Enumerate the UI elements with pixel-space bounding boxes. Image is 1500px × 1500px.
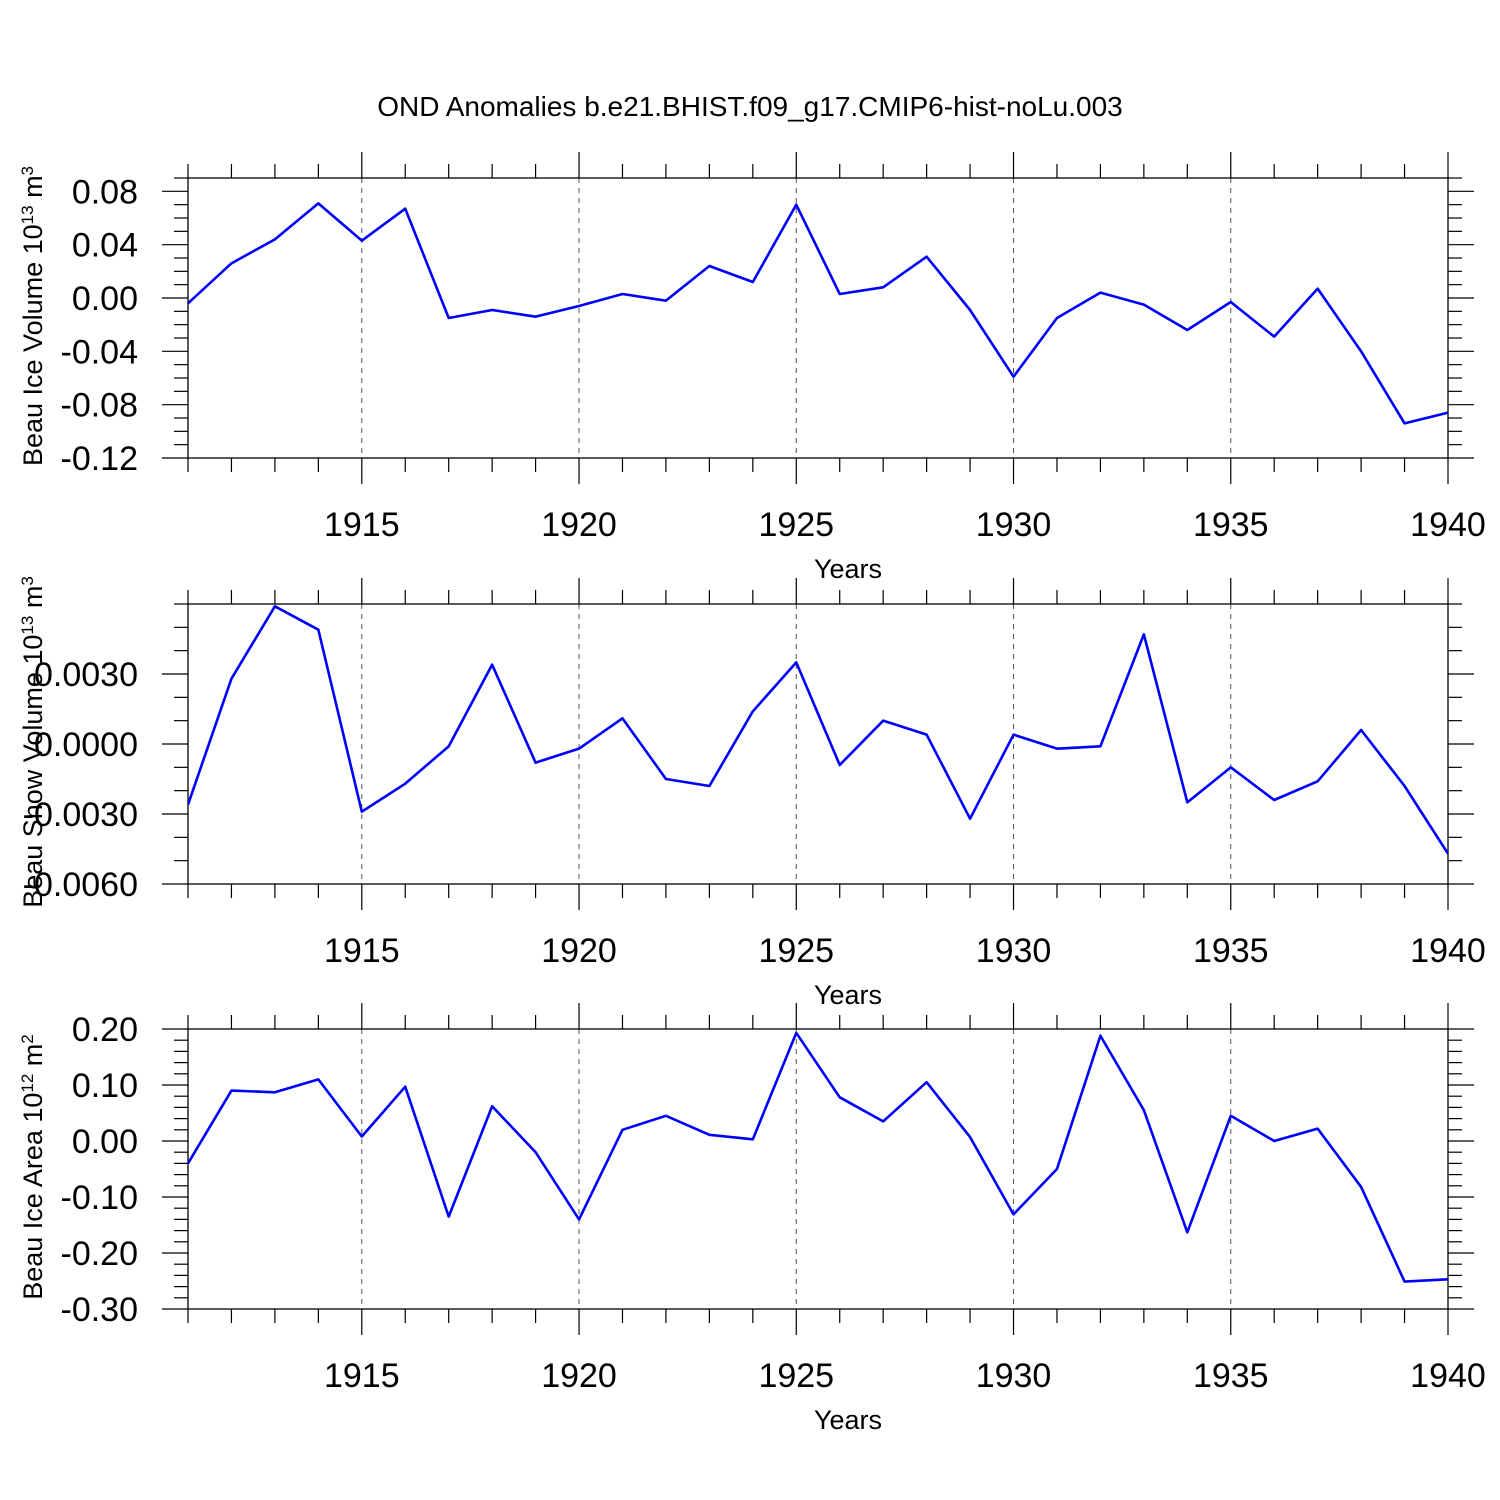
- y-tick-label: 0.20: [72, 1011, 138, 1049]
- chart-panel-1: 0.08 0.04 0.00 -0.04 -0.08 -0.12 1915 1920 1925 1…: [18, 152, 1486, 584]
- y-axis-title-superscript: 2: [18, 1034, 37, 1043]
- x-axis-title: Years: [814, 1405, 882, 1435]
- x-tick-label: 1930: [976, 1357, 1052, 1395]
- x-tick-label: 1935: [1193, 506, 1269, 544]
- plot-frame: [187, 177, 1449, 459]
- x-tick-label: 1940: [1410, 1357, 1486, 1395]
- y-tick-label: -0.12: [61, 440, 139, 478]
- y-tick-label: -0.04: [61, 333, 139, 371]
- x-tick-label: 1930: [976, 506, 1052, 544]
- y-axis-title: Beau Ice Area 1012 m2: [18, 1034, 49, 1300]
- x-tick-label: 1940: [1410, 506, 1486, 544]
- x-tick-label: 1920: [541, 506, 617, 544]
- y-axis-title-text: m: [18, 175, 48, 205]
- x-tick-label: 1920: [541, 932, 617, 970]
- series-line: [188, 605, 1448, 855]
- x-tick-label: 1915: [324, 1357, 400, 1395]
- y-tick-label: -0.10: [61, 1179, 139, 1217]
- x-tick-label: 1925: [758, 1357, 834, 1395]
- y-tick-label: 0.00: [72, 1123, 138, 1161]
- plot-frame: [187, 1028, 1449, 1310]
- y-tick-label: -0.30: [61, 1291, 139, 1329]
- y-axis-title-superscript: 13: [18, 616, 37, 635]
- y-axis-title-text: Beau Ice Area 10: [18, 1093, 48, 1300]
- y-axis-title-text: m: [18, 1044, 48, 1074]
- x-tick-label: 1915: [324, 932, 400, 970]
- y-tick-label: 0.08: [72, 173, 138, 211]
- y-axis-title-superscript: 3: [18, 576, 37, 585]
- plot-frame: [187, 603, 1449, 885]
- x-tick-label: 1935: [1193, 1357, 1269, 1395]
- y-tick-label: 0.00: [72, 280, 138, 318]
- y-tick-label: 0.0030: [34, 656, 138, 694]
- y-axis-title: Beau Snow Volume 1013 m3: [18, 576, 49, 908]
- chart-panel-3: 0.20 0.10 0.00 -0.10 -0.20 -0.30 1915 1920 1925 1…: [18, 1003, 1486, 1435]
- y-tick-label: -0.08: [61, 387, 139, 425]
- y-axis-title-text: Beau Ice Volume 10: [18, 224, 48, 466]
- x-tick-label: 1920: [541, 1357, 617, 1395]
- chart-panel-2: 0.0030 0.0000 -0.0030 -0.0060 1915 1920 1925 19…: [18, 576, 1486, 1010]
- y-axis-title-superscript: 13: [18, 205, 37, 224]
- y-tick-label: -0.0060: [23, 866, 138, 904]
- x-tick-label: 1935: [1193, 932, 1269, 970]
- x-tick-label: 1915: [324, 506, 400, 544]
- figure-title: OND Anomalies b.e21.BHIST.f09_g17.CMIP6-…: [377, 91, 1123, 122]
- x-tick-label: 1940: [1410, 932, 1486, 970]
- x-tick-label: 1925: [758, 932, 834, 970]
- y-tick-label: -0.0030: [23, 796, 138, 834]
- y-axis-title-text: m: [18, 586, 48, 616]
- y-axis-title-text: Beau Snow Volume 10: [18, 635, 48, 908]
- x-tick-label: 1925: [758, 506, 834, 544]
- y-tick-label: 0.04: [72, 227, 138, 265]
- x-axis-title: Years: [814, 980, 882, 1010]
- y-tick-label: 0.10: [72, 1067, 138, 1105]
- y-tick-label: -0.20: [61, 1235, 139, 1273]
- y-tick-label: 0.0000: [34, 726, 138, 764]
- y-axis-title-superscript: 12: [18, 1074, 37, 1093]
- x-tick-label: 1930: [976, 932, 1052, 970]
- panels: 0.08 0.04 0.00 -0.04 -0.08 -0.12 1915 1920 1925 1…: [18, 152, 1486, 1435]
- series-line: [188, 202, 1448, 425]
- y-axis-title-superscript: 3: [18, 166, 37, 175]
- series-line: [188, 1031, 1448, 1283]
- y-axis-title: Beau Ice Volume 1013 m3: [18, 166, 49, 466]
- x-axis-title: Years: [814, 554, 882, 584]
